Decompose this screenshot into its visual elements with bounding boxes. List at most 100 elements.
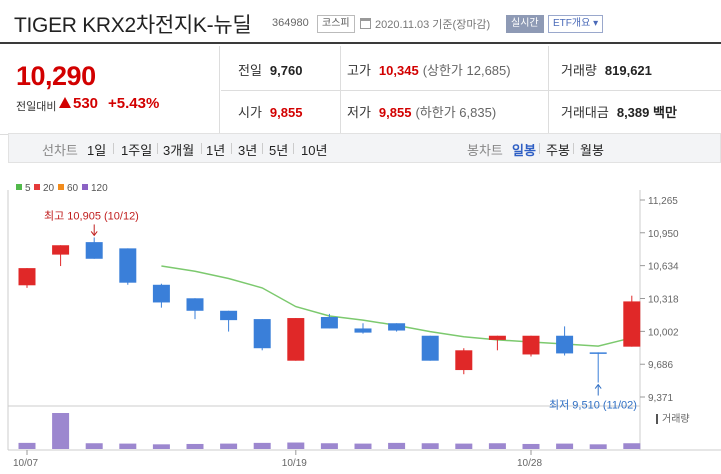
open-label: 시가 [238, 105, 262, 120]
tab-3m[interactable]: 3개월 [163, 143, 195, 158]
realtime-button[interactable]: 실시간 [506, 15, 544, 33]
etf-overview-dropdown[interactable]: ETF개요 ▾ [548, 15, 604, 33]
tab-1w[interactable]: 1주일 [121, 143, 153, 158]
candle-body [152, 284, 170, 303]
price-summary: 10,290 전일대비 530 +5.43% 전일 9,760 고가 10,345(… [0, 46, 721, 135]
min-price-annotation: 최저 9,510 (11/02) [549, 399, 637, 412]
legend-ma5: 5 [16, 183, 31, 194]
volume-bar [421, 443, 439, 449]
calendar-icon [360, 18, 371, 29]
upper-limit: (상한가 12,685) [422, 63, 511, 78]
volume-bar [623, 443, 641, 449]
candle-body [589, 352, 607, 354]
y-tick-label: 9,686 [648, 360, 673, 371]
up-triangle-icon [59, 97, 71, 108]
volume-bar [320, 443, 338, 449]
tab-monthly[interactable]: 월봉 [580, 143, 604, 158]
candle-body [220, 310, 238, 321]
legend-swatch [82, 184, 88, 190]
lower-limit: (하한가 6,835) [415, 105, 497, 120]
candle-body [186, 298, 204, 311]
prev-close: 전일 9,760 [238, 60, 302, 79]
volume-bar [455, 443, 473, 449]
min-arrow-head-icon [594, 383, 602, 389]
volume-bar [85, 443, 103, 449]
tab-separator [293, 143, 294, 154]
tab-separator [201, 143, 202, 154]
volume-bar [220, 443, 238, 449]
candle-body [488, 335, 506, 340]
trade-amount: 거래대금 8,389 백만 [561, 102, 677, 121]
divider [221, 90, 721, 91]
candle-body [320, 317, 338, 329]
tab-1y[interactable]: 1년 [206, 143, 226, 158]
volume-bar [52, 413, 70, 449]
max-arrow-head-icon [90, 231, 98, 237]
change-label: 전일대비 [16, 101, 57, 113]
tab-10y[interactable]: 10년 [301, 143, 328, 158]
tab-separator [231, 143, 232, 154]
stock-name: TIGER KRX2차전지K-뉴딜 [14, 14, 252, 37]
x-tick-label: 10/19 [282, 458, 307, 469]
legend-swatch [16, 184, 22, 190]
candle-body [388, 323, 406, 331]
legend-label: 5 [25, 183, 31, 194]
amount-label: 거래대금 [561, 105, 609, 120]
volume-bar [186, 443, 204, 449]
candle-body [522, 335, 540, 355]
volume-bar [152, 444, 170, 449]
ma5-line [161, 265, 632, 347]
open-price: 시가 9,855 [238, 102, 302, 121]
candle-body [18, 268, 36, 286]
x-tick-label: 10/07 [13, 458, 38, 469]
legend-swatch [34, 184, 40, 190]
candle-body [85, 242, 103, 259]
change-percent: +5.43% [108, 95, 160, 112]
volume-bar [354, 443, 372, 449]
tab-weekly[interactable]: 주봉 [546, 143, 570, 158]
x-tick-label: 10/28 [517, 458, 542, 469]
current-price: 10,290 [16, 61, 96, 91]
legend-ma60: 60 [58, 183, 78, 194]
volume-bar [253, 442, 271, 449]
low-label: 저가 [347, 105, 371, 120]
volume-bar [522, 443, 540, 449]
line-chart-label: 선차트 [42, 143, 78, 158]
prev-close-label: 전일 [238, 63, 262, 78]
y-tick-label: 11,265 [648, 196, 678, 207]
change-value: 530 [73, 95, 99, 112]
tab-separator [157, 143, 158, 154]
volume-bar [488, 443, 506, 449]
candle-body [556, 335, 574, 354]
high-label: 고가 [347, 63, 371, 78]
volume-label: 거래량 [561, 63, 597, 78]
volume-bar [18, 442, 36, 449]
volume-value: 819,621 [604, 63, 652, 78]
volume-label: 거래량 [662, 413, 690, 425]
volume: 거래량 819,621 [561, 60, 652, 79]
y-tick-label: 10,318 [648, 295, 679, 306]
amount-value: 8,389 백만 [616, 105, 677, 120]
volume-bar [119, 443, 137, 449]
market-tag: 코스피 [317, 15, 355, 33]
prev-close-value: 9,760 [269, 63, 303, 78]
tab-3y[interactable]: 3년 [238, 143, 258, 158]
high-value: 10,345 [378, 63, 419, 78]
legend-ma120: 120 [82, 183, 108, 194]
candle-body [623, 301, 641, 347]
header: TIGER KRX2차전지K-뉴딜 364980 코스피 2020.11.03 … [0, 0, 721, 44]
tab-separator [262, 143, 263, 154]
current-price-box: 10,290 전일대비 530 +5.43% [0, 46, 220, 135]
volume-bar [287, 442, 305, 449]
tab-1d[interactable]: 1일 [87, 143, 107, 158]
high-price: 고가 10,345 (상한가 12,685) [347, 60, 511, 79]
legend-label: 60 [67, 183, 79, 194]
candle-body [253, 319, 271, 349]
tab-5y[interactable]: 5년 [269, 143, 289, 158]
candle-body [455, 350, 473, 371]
candlestick-chart[interactable]: 11,265 10,950 10,634 10,318 10,002 9,686 9,371… [0, 190, 721, 474]
volume-bar [556, 443, 574, 449]
tab-separator [573, 143, 574, 154]
volume-bar [388, 442, 406, 449]
tab-daily[interactable]: 일봉 [512, 143, 536, 158]
